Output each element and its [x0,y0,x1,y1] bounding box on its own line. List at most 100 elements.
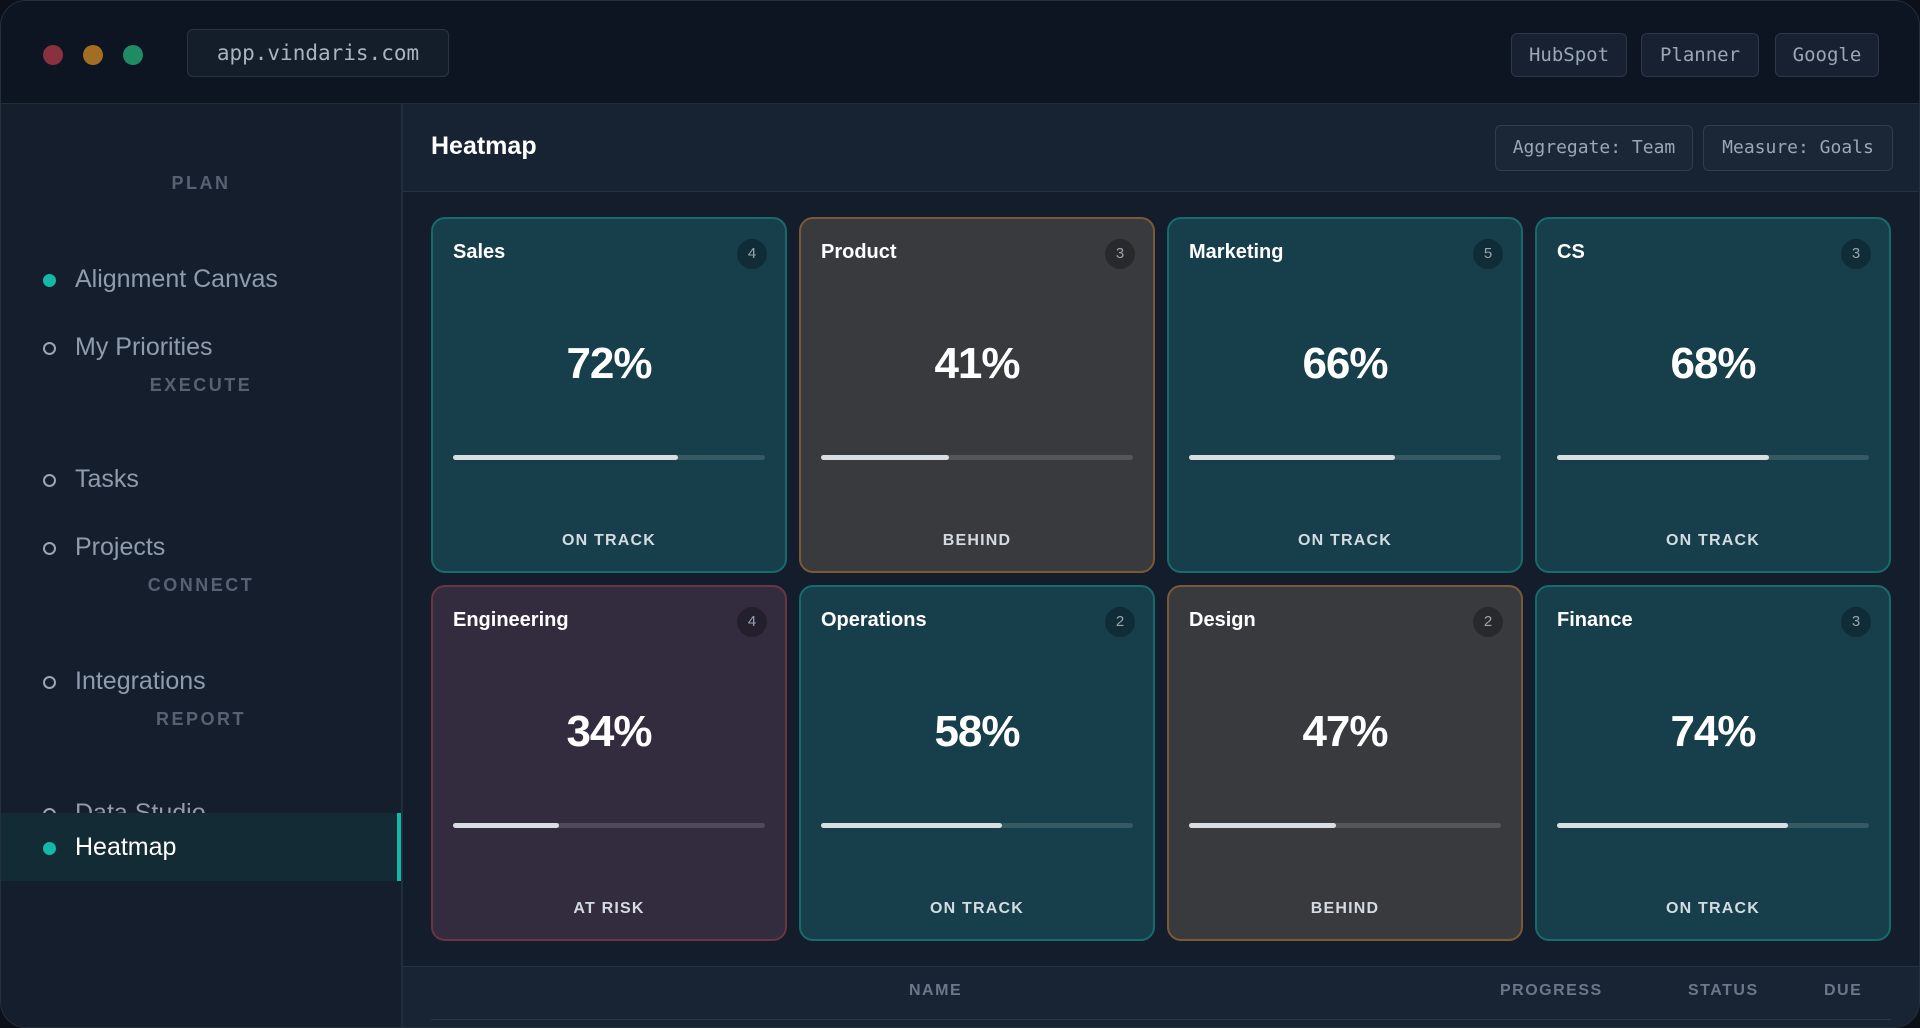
bullet-icon [43,542,56,555]
progress-percent: 47% [1302,707,1388,756]
team-name: Marketing [1189,241,1284,263]
team-name: Finance [1557,609,1633,631]
bullet-icon [43,342,56,355]
goal-count-badge: 3 [1105,239,1135,269]
progress-bar [1189,823,1501,828]
team-card-marketing[interactable]: Marketing 5 66% ON TRACK [1167,217,1523,573]
aggregate-selector[interactable]: Aggregate: Team [1495,125,1693,171]
progress-fill [1189,823,1336,828]
sidebar-item-label: Alignment Canvas [75,265,278,293]
progress-bar [821,455,1133,460]
section-label-report: REPORT [155,709,246,729]
column-header-status[interactable]: STATUS [1688,982,1759,999]
progress-fill [1557,455,1770,460]
column-header-name[interactable]: NAME [909,982,963,999]
google-link[interactable]: Google [1775,33,1879,77]
goal-count-badge: 2 [1473,607,1503,637]
progress-bar [453,823,765,828]
measure-selector[interactable]: Measure: Goals [1703,125,1893,171]
goal-count-badge: 3 [1841,607,1871,637]
bullet-icon [43,676,56,689]
sidebar-item-label: My Priorities [75,333,213,361]
planner-link[interactable]: Planner [1641,33,1759,77]
progress-bar [821,823,1133,828]
sidebar-item-heatmap[interactable]: Heatmap [1,813,401,881]
progress-bar [1557,823,1869,828]
progress-bar [453,455,765,460]
progress-percent: 41% [934,339,1020,388]
section-label-execute: EXECUTE [149,375,253,395]
progress-percent: 58% [934,707,1020,756]
bullet-icon [43,842,56,855]
url-bar[interactable]: app.vindaris.com [187,29,449,77]
status-label: BEHIND [942,532,1012,549]
team-name: Product [821,241,897,263]
status-label: ON TRACK [1297,532,1393,549]
progress-fill [821,823,1002,828]
status-label: BEHIND [1310,900,1380,917]
sidebar-item-label: Tasks [75,465,139,493]
sidebar-item-label: Integrations [75,667,206,695]
sidebar-item-projects[interactable]: Projects [1,513,401,581]
column-header-due[interactable]: DUE [1824,982,1863,999]
team-card-product[interactable]: Product 3 41% BEHIND [799,217,1155,573]
status-label: ON TRACK [561,532,657,549]
team-name: Design [1189,609,1256,631]
page-title: Heatmap [431,132,537,160]
sidebar-item-integrations[interactable]: Integrations [1,647,401,715]
progress-fill [1557,823,1788,828]
team-card-finance[interactable]: Finance 3 74% ON TRACK [1535,585,1891,941]
status-label: ON TRACK [1665,532,1761,549]
title-bar: app.vindaris.com HubSpot Planner Google [1,1,1919,104]
goal-count-badge: 2 [1105,607,1135,637]
divider [431,1019,1891,1020]
progress-fill [1189,455,1395,460]
status-label: AT RISK [573,900,645,917]
progress-percent: 66% [1302,339,1388,388]
goal-count-badge: 5 [1473,239,1503,269]
progress-fill [453,455,678,460]
team-card-sales[interactable]: Sales 4 72% ON TRACK [431,217,787,573]
team-name: CS [1557,241,1585,263]
sidebar: PLAN Alignment Canvas My Priorities EXEC… [1,104,403,1027]
main-content: Heatmap Aggregate: Team Measure: Goals S… [403,104,1919,1027]
team-card-design[interactable]: Design 2 47% BEHIND [1167,585,1523,941]
sidebar-item-my-priorities[interactable]: My Priorities [1,313,401,381]
team-name: Engineering [453,609,569,631]
bullet-icon [43,274,56,287]
active-indicator [397,813,401,881]
sidebar-item-label: Heatmap [75,833,177,861]
status-label: ON TRACK [929,900,1025,917]
team-card-engineering[interactable]: Engineering 4 34% AT RISK [431,585,787,941]
hubspot-link[interactable]: HubSpot [1511,33,1627,77]
bullet-icon [43,474,56,487]
progress-bar [1189,455,1501,460]
progress-percent: 72% [566,339,652,388]
progress-fill [453,823,560,828]
goal-count-badge: 4 [737,607,767,637]
main-header: Heatmap Aggregate: Team Measure: Goals [403,104,1919,192]
status-label: ON TRACK [1665,900,1761,917]
minimize-window-button[interactable] [83,45,103,65]
sidebar-item-label: Projects [75,533,166,561]
column-header-progress[interactable]: PROGRESS [1500,982,1603,999]
table-header: NAME PROGRESS STATUS DUE [403,966,1919,1027]
close-window-button[interactable] [43,45,63,65]
section-label-plan: PLAN [171,173,231,193]
team-card-operations[interactable]: Operations 2 58% ON TRACK [799,585,1155,941]
team-name: Operations [821,609,927,631]
maximize-window-button[interactable] [123,45,143,65]
section-label-connect: CONNECT [147,575,255,595]
progress-bar [1557,455,1869,460]
sidebar-item-alignment-canvas[interactable]: Alignment Canvas [1,245,401,313]
sidebar-item-tasks[interactable]: Tasks [1,445,401,513]
team-card-cs[interactable]: CS 3 68% ON TRACK [1535,217,1891,573]
progress-fill [821,455,949,460]
goal-count-badge: 4 [737,239,767,269]
progress-percent: 34% [566,707,652,756]
progress-percent: 68% [1670,339,1756,388]
goal-count-badge: 3 [1841,239,1871,269]
progress-percent: 74% [1670,707,1756,756]
team-name: Sales [453,241,506,263]
